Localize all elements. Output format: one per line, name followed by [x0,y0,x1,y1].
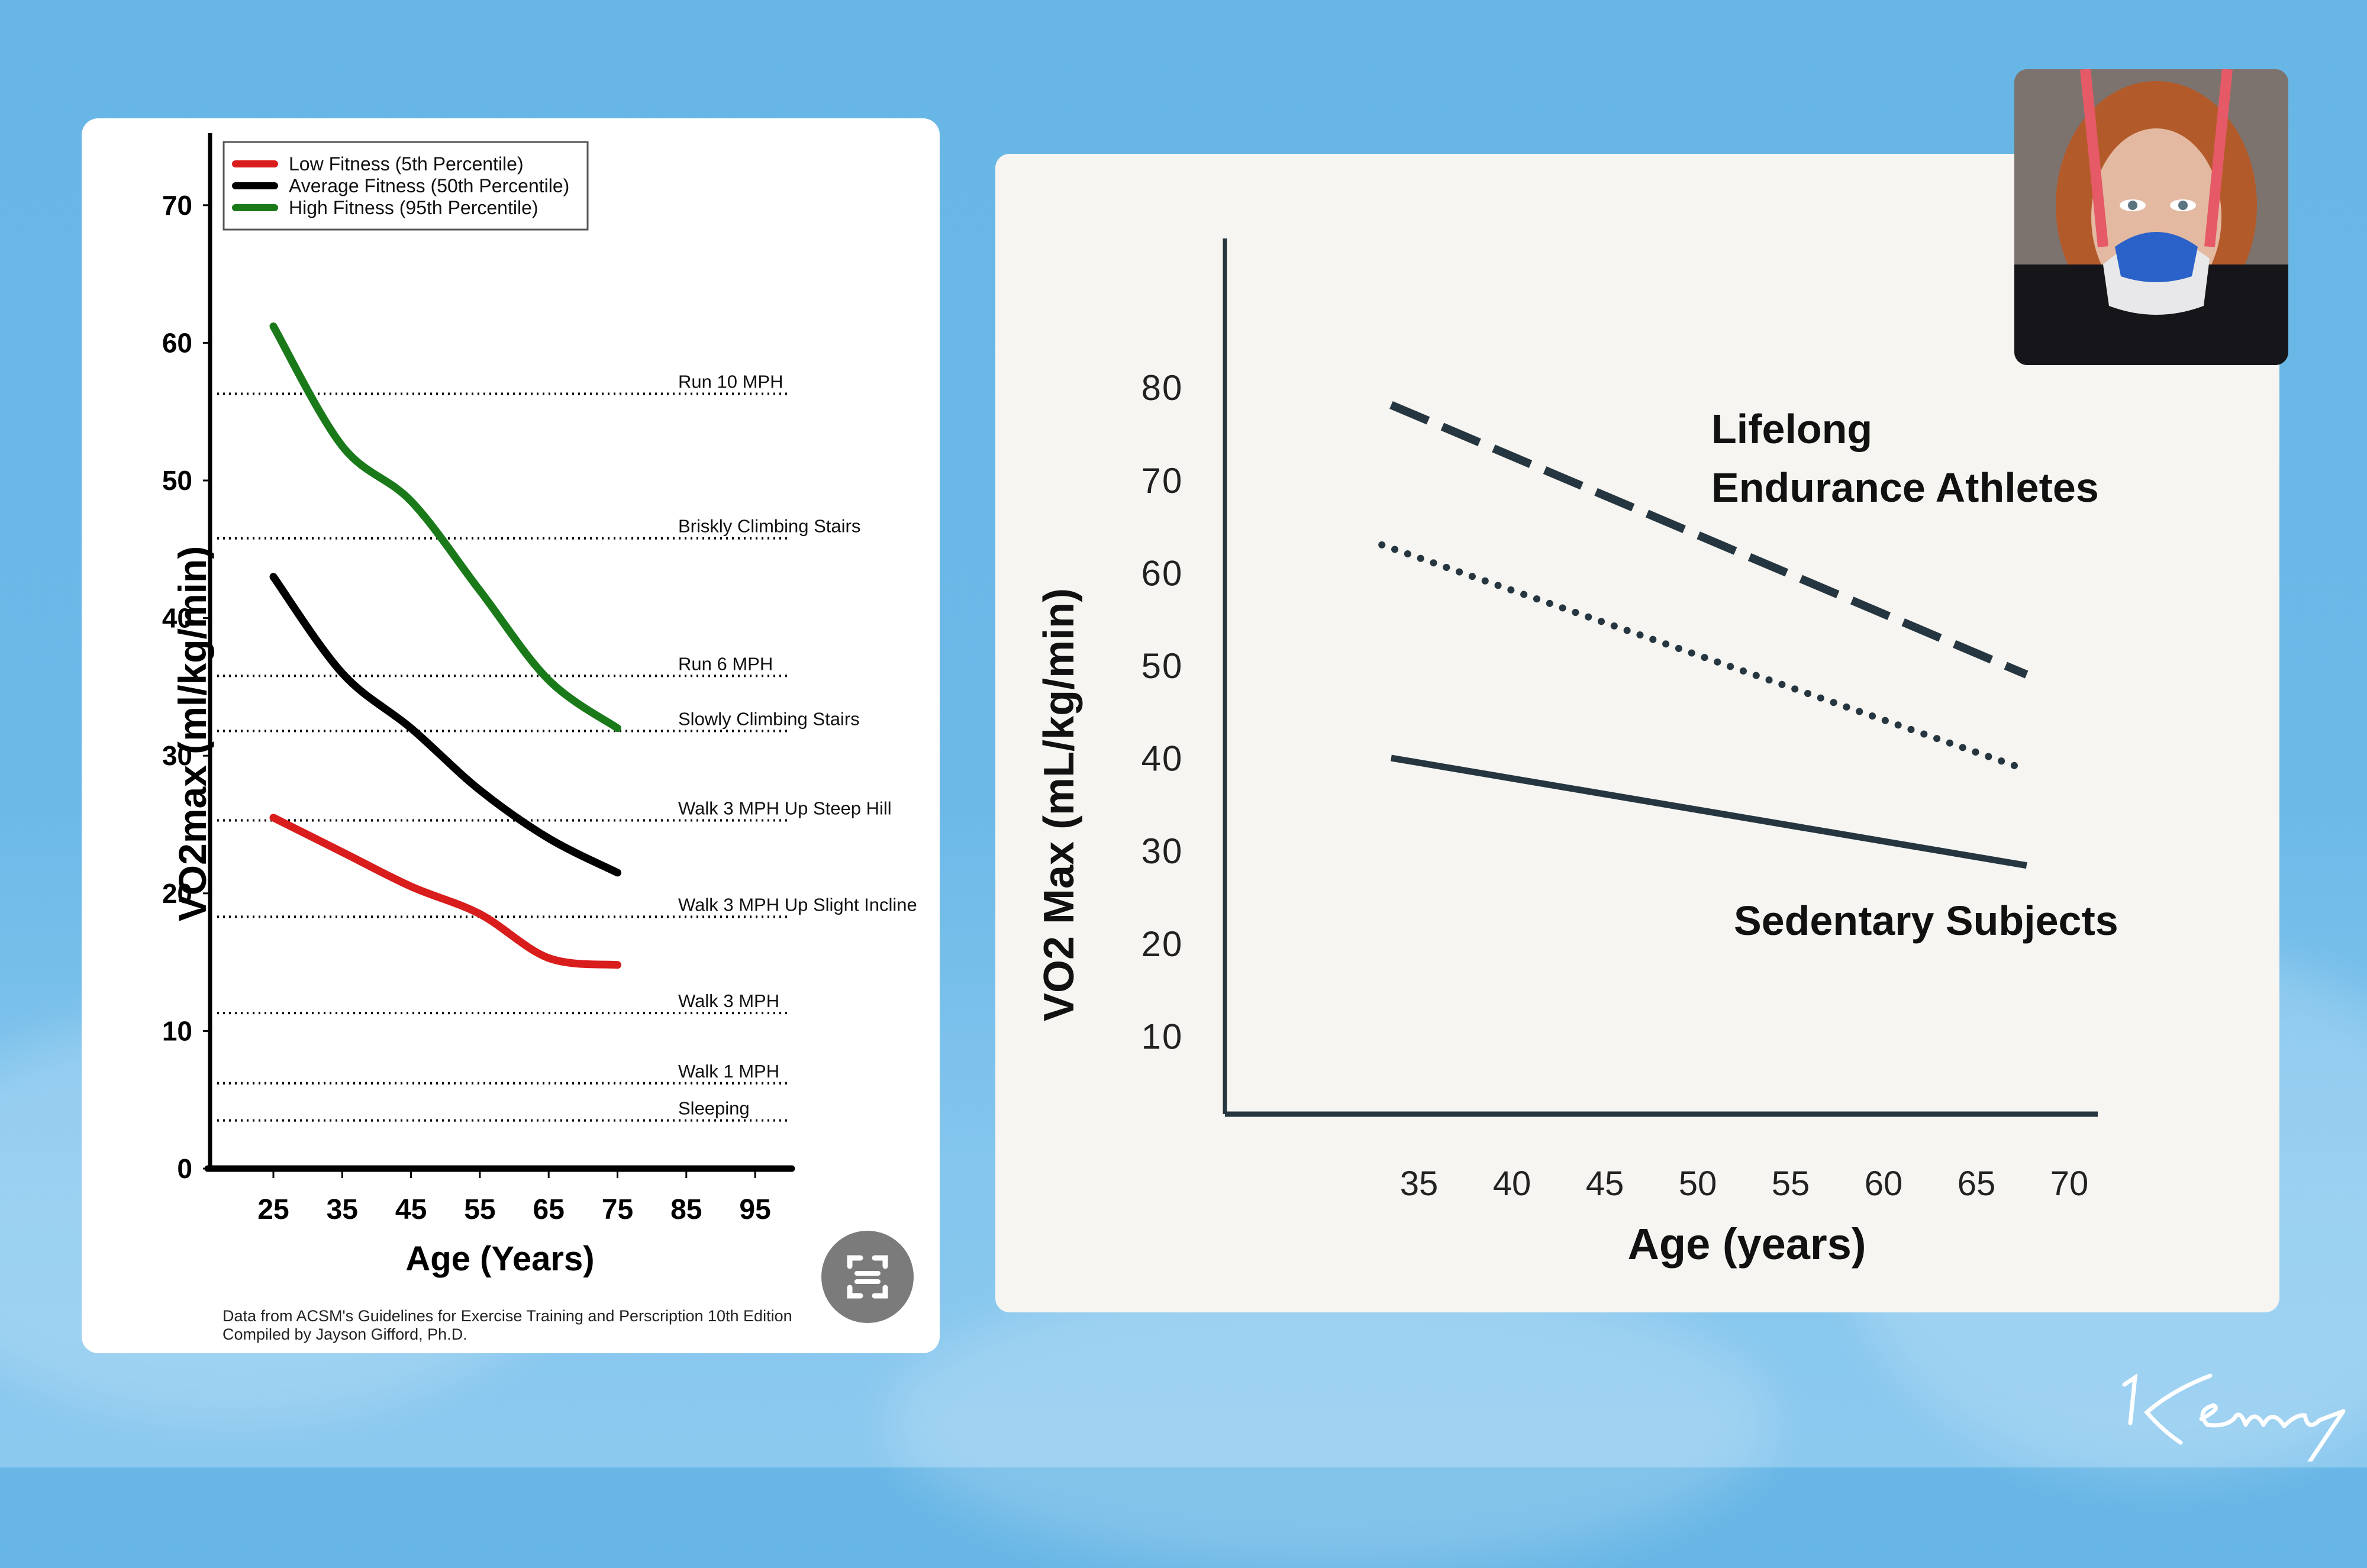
y-tick-label: 10 [1141,1017,1184,1056]
x-tick-label: 50 [1679,1164,1717,1203]
vo2max-age-comparison-chart: 10 20 30 40 50 60 70 80 35 40 45 50 55 60 65 70 VO2 Max… [1036,238,2118,1269]
kenny-signature-logo: Kenny [2107,1349,2355,1467]
y-tick-label: 40 [1141,739,1184,779]
legend-label: Low Fitness (5th Percentile) [289,153,524,175]
y-tick-label: 40 [162,603,192,634]
reference-line-label: Walk 3 MPH Up Slight Incline [678,894,917,915]
x-tick-label: 45 [1586,1164,1624,1203]
reference-line-label: Run 10 MPH [678,371,783,392]
x-tick-label: 65 [533,1194,565,1225]
scan-text-button[interactable] [821,1231,914,1323]
annotation-lifelong: Lifelong [1711,406,1872,452]
y-tick-label: 30 [1141,831,1184,871]
y-axis-label: VO2max (ml/kg/min) [170,546,214,922]
y-tick-label: 20 [1141,924,1184,964]
legend-box [222,141,589,231]
y-tick-label: 50 [1141,646,1184,686]
y-tick-label: 0 [177,1153,192,1184]
athlete-vo2-mask-photo [2014,69,2288,365]
y-tick-label: 70 [1141,461,1184,501]
x-tick-label: 55 [464,1194,495,1225]
y-tick-label: 80 [1141,368,1184,408]
reference-line-label: Run 6 MPH [678,653,773,674]
x-tick-label: 35 [327,1194,358,1225]
y-tick-label: 60 [162,327,192,358]
footnote-line-2: Compiled by Jayson Gifford, Ph.D. [222,1325,467,1343]
reference-line-label: Walk 1 MPH [678,1061,779,1082]
acsm-vo2max-chart: Run 10 MPH Briskly Climbing Stairs Run 6 M… [162,133,917,1343]
scan-text-icon [847,1255,888,1299]
y-axis-label: VO2 Max (mL/kg/min) [1036,588,1083,1021]
reference-line-label: Slowly Climbing Stairs [678,708,860,729]
y-tick-label: 10 [162,1015,192,1046]
signature-text: Kenny [2142,1425,2144,1427]
chart-legend: Low Fitness (5th Percentile)Average Fitn… [222,141,589,231]
x-tick-label: 60 [1865,1164,1903,1203]
acsm-vo2max-chart-card: Run 10 MPH Briskly Climbing Stairs Run 6 M… [82,118,940,1353]
series-line-dashed [1389,401,2029,679]
annotation-sedentary-subjects: Sedentary Subjects [1734,898,2118,944]
series-line-solid [1390,754,2027,869]
series-line-dotted [1378,541,2023,771]
x-tick-label: 95 [739,1194,770,1225]
legend-label: Average Fitness (50th Percentile) [289,175,569,196]
x-tick-label: 40 [1493,1164,1531,1203]
cloud-decoration [888,1272,1775,1568]
x-axis-label: Age (Years) [405,1240,594,1278]
x-axis-label: Age (years) [1627,1219,1866,1269]
legend-label: High Fitness (95th Percentile) [289,197,538,218]
x-tick-label: 55 [1772,1164,1810,1203]
series-line [269,814,621,969]
x-tick-label: 65 [1958,1164,1996,1203]
x-tick-label: 35 [1400,1164,1439,1203]
y-tick-label: 20 [162,878,192,909]
x-tick-label: 75 [602,1194,633,1225]
footnote-line-1: Data from ACSM's Guidelines for Exercise… [222,1307,792,1325]
reference-line-label: Sleeping [678,1098,750,1119]
y-tick-label: 50 [162,465,192,496]
series-line [269,322,621,733]
annotation-endurance-athletes: Endurance Athletes [1711,464,2099,511]
y-tick-label: 30 [162,740,192,771]
x-tick-label: 25 [257,1194,289,1225]
series-line [269,573,621,877]
reference-line-label: Walk 3 MPH Up Steep Hill [678,798,892,819]
x-tick-label: 45 [395,1194,427,1225]
x-tick-label: 85 [670,1194,702,1225]
reference-line-label: Walk 3 MPH [678,991,779,1011]
y-tick-label: 60 [1141,553,1184,593]
y-tick-label: 70 [162,190,192,221]
x-tick-label: 70 [2050,1164,2089,1203]
reference-line-label: Briskly Climbing Stairs [678,516,860,537]
